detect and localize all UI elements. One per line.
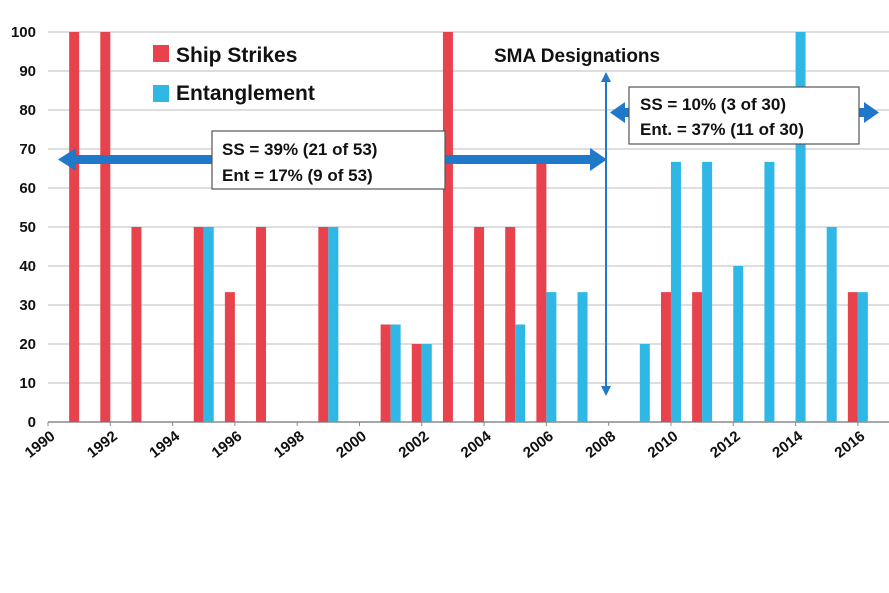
bar-ship-strikes [69,32,80,422]
y-tick-label: 0 [28,414,36,431]
bars [69,32,868,422]
legend-swatch-ship-strikes [153,45,169,62]
period-1-arrow-right-head [590,148,607,171]
bar-ship-strikes [442,32,453,422]
y-tick-label: 20 [19,336,36,353]
bar-entanglement [795,32,806,422]
period-1-stats-box-frame [211,130,446,190]
y-tick-label: 40 [19,258,36,275]
bar-ship-strikes [318,227,329,422]
y-tick-label: 10 [19,375,36,392]
bar-entanglement [421,344,432,422]
bar-ship-strikes [411,344,422,422]
period-1-arrow-left-head [58,148,76,171]
bar-ship-strikes [100,32,111,422]
bar-ship-strikes [224,292,235,422]
period-2-stats-box-frame [628,86,860,145]
bar-ship-strikes [474,227,485,422]
period-2-stats-box: SS = 10% (3 of 30) Ent. = 37% (11 of 30) [628,86,860,145]
y-tick-label: 50 [19,219,36,236]
bar-ship-strikes [193,227,204,422]
legend-label-entanglement: Entanglement [176,82,315,105]
bar-entanglement [390,324,401,422]
y-tick-label: 70 [19,141,36,158]
bar-ship-strikes [536,161,547,422]
y-tick-label: 60 [19,180,36,197]
bar-entanglement [764,161,775,422]
y-tick-label: 80 [19,102,36,119]
bar-ship-strikes [660,292,671,422]
bar-entanglement [639,344,650,422]
bar-ship-strikes [256,227,267,422]
bar-entanglement [826,227,837,422]
bar-entanglement [670,161,681,422]
period-2-arrow-left-head [610,102,625,123]
period-2-arrow-right-head [864,102,879,123]
sma-designation-arrow-bottom [601,386,611,396]
y-tick-label: 30 [19,297,36,314]
y-tick-label: 90 [19,63,36,80]
sma-designation-marker [601,72,611,396]
bar-entanglement [328,227,339,422]
bar-entanglement [733,266,744,422]
sma-designation-arrow-top [601,72,611,82]
period-1-stats-box: SS = 39% (21 of 53) Ent = 17% (9 of 53) [211,130,446,190]
gridlines [48,31,889,423]
y-tick-label: 100 [11,24,36,41]
bar-ship-strikes [692,292,703,422]
legend-swatch-entanglement [153,85,169,102]
bar-entanglement [857,292,868,422]
legend: Ship Strikes Entanglement [153,44,315,105]
bar-entanglement [577,292,588,422]
bar-ship-strikes [505,227,516,422]
period-2-entanglement-stat: Ent. = 37% (11 of 30) [640,120,804,139]
bar-entanglement [203,227,214,422]
bar-entanglement [702,161,713,422]
bar-ship-strikes [131,227,142,422]
bar-entanglement [515,324,526,422]
bar-entanglement [546,292,557,422]
period-1-ship-strike-stat: SS = 39% (21 of 53) [222,140,377,159]
bar-ship-strikes [380,324,391,422]
legend-label-ship-strikes: Ship Strikes [176,44,297,67]
bar-ship-strikes [847,292,858,422]
period-1-entanglement-stat: Ent = 17% (9 of 53) [222,166,373,185]
chart-title: SMA Designations [494,46,660,67]
y-axis: 0 10 20 30 40 50 60 70 80 90 100 [11,24,36,431]
period-2-ship-strike-stat: SS = 10% (3 of 30) [640,95,786,114]
